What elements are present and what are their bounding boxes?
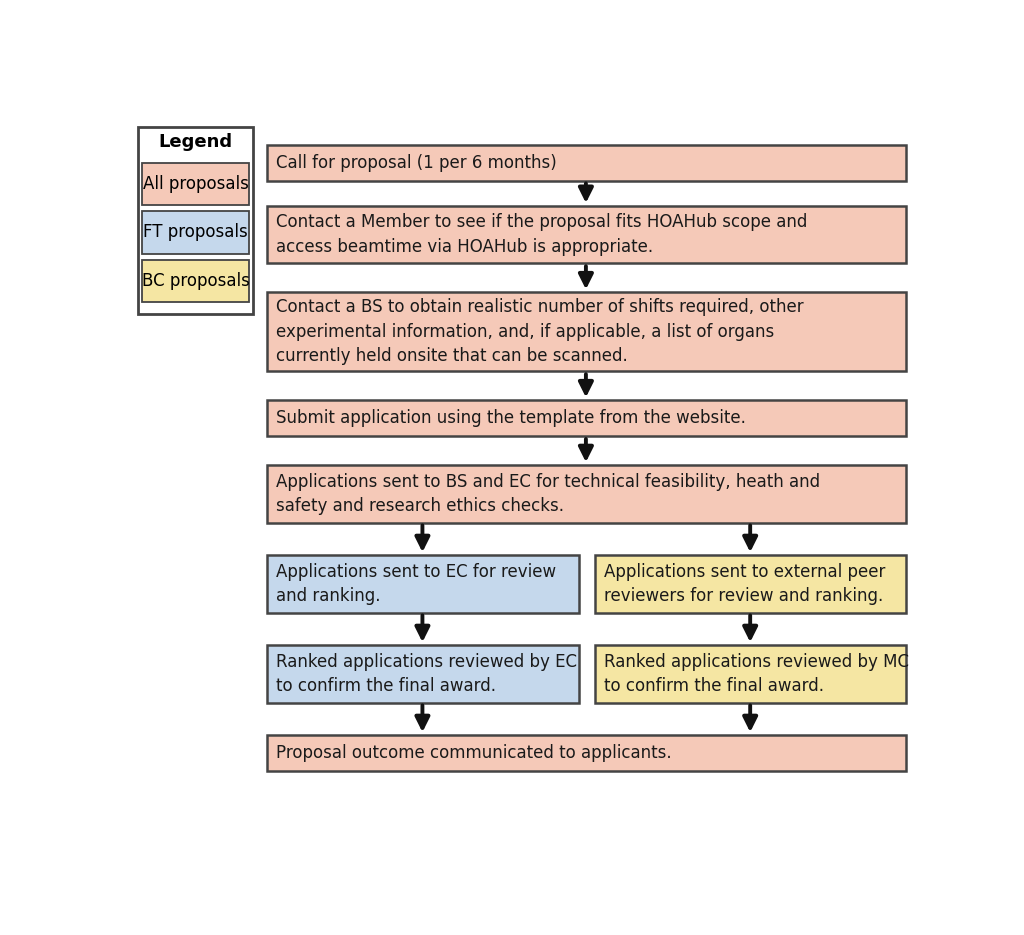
Text: Call for proposal (1 per 6 months): Call for proposal (1 per 6 months) <box>276 153 557 172</box>
Text: Applications sent to EC for review
and ranking.: Applications sent to EC for review and r… <box>276 563 556 605</box>
Text: All proposals: All proposals <box>142 175 249 193</box>
Text: Submit application using the template from the website.: Submit application using the template fr… <box>276 410 746 427</box>
Text: Applications sent to BS and EC for technical feasibility, heath and
safety and r: Applications sent to BS and EC for techn… <box>276 472 820 515</box>
FancyBboxPatch shape <box>595 645 905 702</box>
Text: BC proposals: BC proposals <box>141 272 250 290</box>
FancyBboxPatch shape <box>267 206 905 264</box>
Text: FT proposals: FT proposals <box>143 223 248 241</box>
FancyBboxPatch shape <box>267 292 905 371</box>
FancyBboxPatch shape <box>267 400 905 436</box>
Text: Contact a BS to obtain realistic number of shifts required, other
experimental i: Contact a BS to obtain realistic number … <box>276 298 804 365</box>
FancyBboxPatch shape <box>595 555 905 612</box>
Text: Ranked applications reviewed by EC
to confirm the final award.: Ranked applications reviewed by EC to co… <box>276 653 578 695</box>
FancyBboxPatch shape <box>267 735 905 771</box>
Text: Ranked applications reviewed by MC
to confirm the final award.: Ranked applications reviewed by MC to co… <box>604 653 909 695</box>
Text: Contact a Member to see if the proposal fits HOAHub scope and
access beamtime vi: Contact a Member to see if the proposal … <box>276 213 808 256</box>
FancyBboxPatch shape <box>142 260 249 302</box>
Text: Legend: Legend <box>159 134 232 151</box>
FancyBboxPatch shape <box>267 145 905 180</box>
Text: Proposal outcome communicated to applicants.: Proposal outcome communicated to applica… <box>276 744 672 762</box>
FancyBboxPatch shape <box>137 126 253 314</box>
Text: Applications sent to external peer
reviewers for review and ranking.: Applications sent to external peer revie… <box>604 563 886 605</box>
FancyBboxPatch shape <box>142 163 249 206</box>
FancyBboxPatch shape <box>142 211 249 253</box>
FancyBboxPatch shape <box>267 465 905 523</box>
FancyBboxPatch shape <box>267 555 579 612</box>
FancyBboxPatch shape <box>267 645 579 702</box>
